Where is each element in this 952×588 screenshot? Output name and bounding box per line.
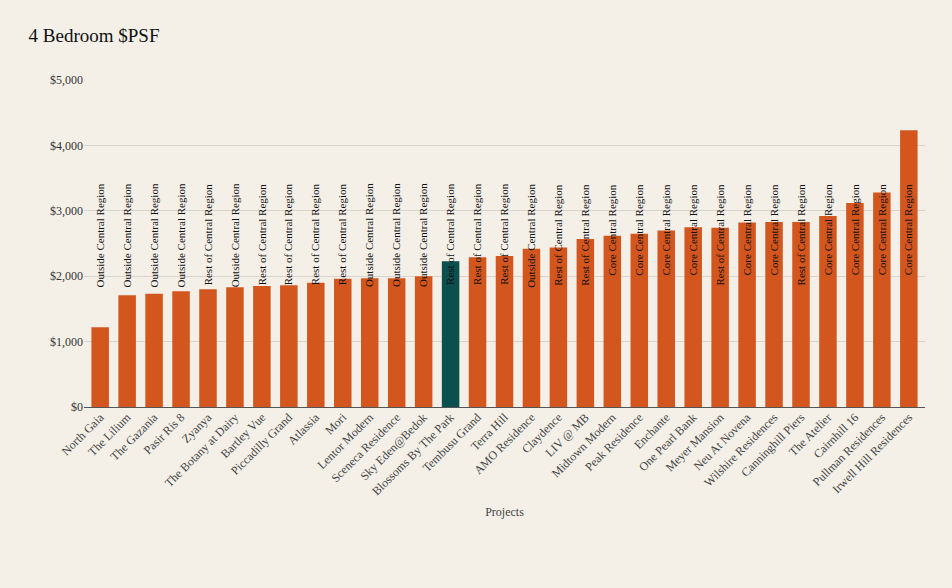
svg-text:Sceneca Residence: Sceneca Residence [328,410,403,485]
svg-text:Rest of Central Region: Rest of Central Region [282,184,294,286]
svg-text:Midtown Modern: Midtown Modern [549,410,619,480]
svg-text:Outside Central Region: Outside Central Region [121,183,133,287]
svg-text:$4,000: $4,000 [50,139,83,153]
svg-text:Core Central Region: Core Central Region [849,184,861,276]
svg-text:Core Central Region: Core Central Region [633,184,645,276]
svg-text:Rest of Central Region: Rest of Central Region [471,183,483,285]
svg-text:Core Central Region: Core Central Region [768,184,780,276]
svg-text:Rest of Central Region: Rest of Central Region [498,183,510,285]
svg-text:Core Central Region: Core Central Region [687,184,699,276]
svg-text:Meyer Mansion: Meyer Mansion [663,410,727,474]
svg-text:4 Bedroom $PSF: 4 Bedroom $PSF [29,25,160,46]
svg-text:Irwell Hill Residences: Irwell Hill Residences [829,410,915,496]
svg-text:Pullman Residences: Pullman Residences [810,410,889,489]
svg-text:Rest of Central Region: Rest of Central Region [202,184,214,286]
svg-text:Core Central Region: Core Central Region [822,184,834,276]
svg-text:Enchante: Enchante [631,410,672,451]
svg-text:Tembusu Grand: Tembusu Grand [420,410,484,474]
svg-text:Core Central Region: Core Central Region [606,184,618,276]
svg-text:Bartley Vue: Bartley Vue [218,410,268,460]
svg-text:Rest of Central Region: Rest of Central Region [444,183,456,285]
svg-text:Outside Central Region: Outside Central Region [229,183,241,287]
svg-text:The Atelier: The Atelier [786,410,834,458]
svg-text:The Gazania: The Gazania [107,410,160,463]
svg-text:AMO Residence: AMO Residence [471,410,538,477]
svg-text:Rest of Central Region: Rest of Central Region [579,184,591,286]
svg-text:Outside Central Region: Outside Central Region [363,183,375,287]
svg-text:Outside Central Region: Outside Central Region [94,183,106,287]
svg-text:Core Central Region: Core Central Region [660,184,672,276]
svg-text:Neu At Novena: Neu At Novena [691,410,754,473]
svg-text:$0: $0 [71,400,83,414]
svg-text:Claydence: Claydence [519,410,565,456]
svg-text:Rest of Central Region: Rest of Central Region [309,184,321,286]
svg-text:Outside Central Region: Outside Central Region [525,183,537,287]
svg-text:Wilshire Residences: Wilshire Residences [701,410,780,489]
svg-text:Peak Residence: Peak Residence [582,410,645,473]
svg-text:Outside Central Region: Outside Central Region [148,183,160,287]
svg-text:Outside Central Region: Outside Central Region [175,183,187,287]
svg-text:Cairnhill 16: Cairnhill 16 [811,410,862,461]
svg-text:The Lilium: The Lilium [85,410,134,459]
svg-text:Core Central Region: Core Central Region [741,184,753,276]
svg-text:Outside Central Region: Outside Central Region [390,183,402,287]
svg-text:$2,000: $2,000 [50,269,83,283]
svg-text:Atlassia: Atlassia [285,410,323,448]
svg-text:The Botany at Dairy: The Botany at Dairy [162,410,241,489]
svg-text:Core Central Region: Core Central Region [902,184,914,276]
svg-text:Rest of Central Region: Rest of Central Region [336,184,348,286]
svg-text:Sky Eden@Bedok: Sky Eden@Bedok [357,410,430,483]
svg-text:Rest of Central Region: Rest of Central Region [256,184,268,286]
svg-text:Pasir Ris 8: Pasir Ris 8 [141,410,188,457]
svg-text:Core Central Region: Core Central Region [876,184,888,276]
svg-text:Lentor Modern: Lentor Modern [315,410,377,472]
svg-text:Mori: Mori [322,410,349,437]
svg-text:Canninghill Piers: Canninghill Piers [738,410,807,479]
svg-text:$5,000: $5,000 [50,73,83,87]
svg-text:Rest of Central Region: Rest of Central Region [714,184,726,286]
svg-text:Terra Hill: Terra Hill [468,410,511,453]
svg-text:Blossoms By The Park: Blossoms By The Park [369,410,457,498]
svg-text:LIV @ MB: LIV @ MB [543,410,592,459]
svg-text:Outside Central Region: Outside Central Region [417,183,429,287]
svg-text:Piccadilly Grand: Piccadilly Grand [228,410,295,477]
svg-text:One Pearl Bank: One Pearl Bank [636,410,700,474]
svg-text:North Gaia: North Gaia [59,410,107,458]
svg-text:Rest of Central Region: Rest of Central Region [795,184,807,286]
svg-text:Zyanya: Zyanya [179,410,215,446]
svg-text:Projects: Projects [485,505,524,519]
svg-text:$3,000: $3,000 [50,204,83,218]
svg-text:$1,000: $1,000 [50,335,83,349]
svg-text:Rest of Central Region: Rest of Central Region [552,184,564,286]
